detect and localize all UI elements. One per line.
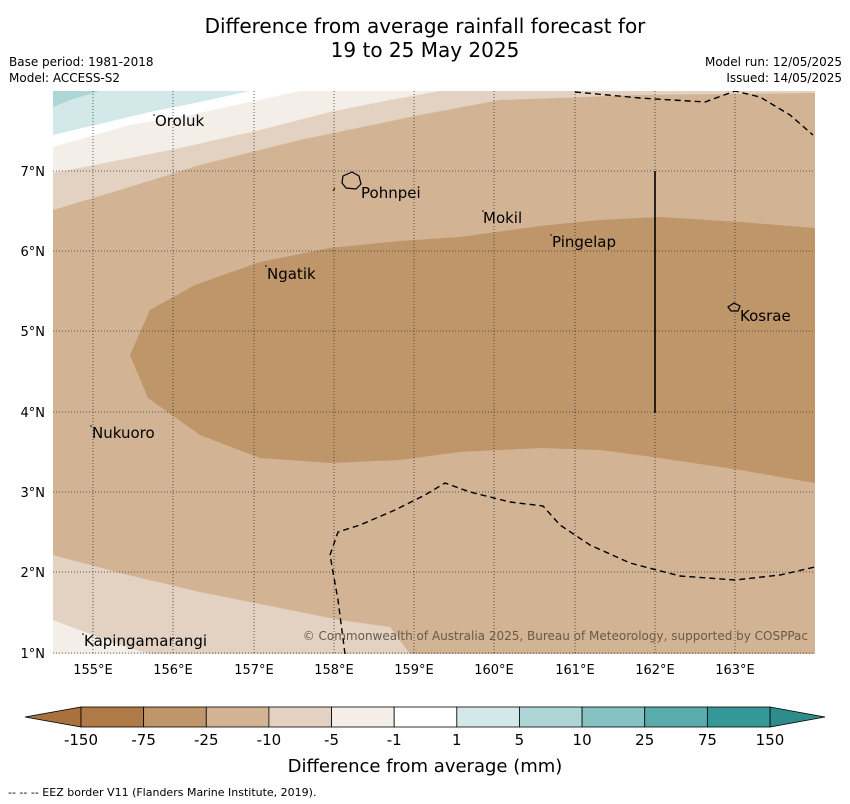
colorbar-bin	[80, 706, 145, 728]
colorbar-bin	[331, 706, 395, 728]
lon-label-156e: 156°E	[153, 663, 193, 678]
pohnpei-islet-icon	[332, 187, 336, 192]
lon-label-159e: 159°E	[394, 663, 434, 678]
colorbar-bin	[644, 706, 708, 728]
colorbar-bin	[393, 706, 458, 728]
map-title-line-2: 19 to 25 May 2025	[330, 38, 520, 62]
base-period-label: Base period: 1981-2018	[9, 55, 154, 69]
lon-label-157e: 157°E	[234, 663, 274, 678]
colorbar-low-extension	[24, 706, 82, 728]
kosrae-island-icon	[727, 302, 741, 312]
band-minus25-to-minus10-south	[53, 555, 410, 654]
band-minus150-to-minus75	[130, 217, 815, 483]
colorbar-tick-label: -75	[131, 731, 156, 749]
model-run-label: Model run: 12/05/2025	[704, 55, 842, 69]
colorbar-tick-label: -1	[387, 731, 402, 749]
place-label-mokil: Mokil	[483, 209, 522, 227]
model-label: Model: ACCESS-S2	[9, 71, 121, 85]
colorbar: -150 -75 -25 -10 -5 -1 1 5 10 25 75 150	[24, 706, 826, 749]
colorbar-tick-label: -5	[324, 731, 339, 749]
colorbar-bin	[143, 706, 207, 728]
eez-footnote: -- -- -- EEZ border V11 (Flanders Marine…	[8, 786, 317, 799]
lat-label-6n: 6°N	[21, 245, 46, 260]
lat-label-2n: 2°N	[21, 566, 46, 581]
lon-label-158e: 158°E	[314, 663, 354, 678]
colorbar-bin	[519, 706, 583, 728]
place-label-kosrae: Kosrae	[740, 307, 791, 325]
colorbar-title: Difference from average (mm)	[288, 756, 563, 777]
colorbar-high-extension	[769, 706, 826, 728]
band-plus1-to-plus5-north	[53, 91, 250, 135]
rainfall-map	[53, 91, 815, 654]
lat-label-7n: 7°N	[21, 165, 46, 180]
lat-gridlines	[53, 170, 815, 654]
colorbar-bin	[706, 706, 771, 728]
lon-label-162e: 162°E	[635, 663, 675, 678]
lon-label-160e: 160°E	[474, 663, 514, 678]
lat-label-1n: 1°N	[21, 647, 46, 662]
colorbar-tick-label: 150	[756, 731, 785, 749]
eez-border-north	[574, 91, 814, 136]
place-label-kapingamarangi: Kapingamarangi	[84, 632, 207, 650]
eez-border-south	[329, 482, 815, 654]
colorbar-bin	[205, 706, 270, 728]
map-title-line-1: Difference from average rainfall forecas…	[204, 14, 646, 38]
band-minus10-to-minus5-south	[53, 620, 150, 654]
place-label-nukuoro: Nukuoro	[92, 424, 155, 442]
place-label-pingelap: Pingelap	[552, 233, 616, 251]
copyright-notice: © Commonwealth of Australia 2025, Bureau…	[303, 629, 808, 643]
colorbar-tick-label: 75	[698, 731, 717, 749]
colorbar-tick-label: 25	[635, 731, 654, 749]
band-plus5-to-plus10-north	[53, 91, 100, 107]
issued-label: Issued: 14/05/2025	[726, 71, 842, 85]
lon-label-161e: 161°E	[555, 663, 595, 678]
colorbar-tick-label: 5	[515, 731, 525, 749]
place-label-ngatik: Ngatik	[267, 265, 316, 283]
lat-label-3n: 3°N	[21, 486, 46, 501]
lat-label-4n: 4°N	[21, 406, 46, 421]
atoll-markers	[82, 114, 552, 635]
lat-label-5n: 5°N	[21, 325, 46, 340]
lon-label-163e: 163°E	[715, 663, 755, 678]
colorbar-bin	[581, 706, 646, 728]
colorbar-tick-label: 1	[452, 731, 462, 749]
place-label-pohnpei: Pohnpei	[361, 184, 421, 202]
colorbar-tick-label: -10	[257, 731, 282, 749]
colorbar-tick-label: -150	[64, 731, 98, 749]
pohnpei-island-icon	[341, 171, 362, 190]
lon-label-155e: 155°E	[73, 663, 113, 678]
colorbar-tick-label: -25	[194, 731, 219, 749]
colorbar-bin	[456, 706, 520, 728]
colorbar-bin	[268, 706, 332, 728]
colorbar-tick-label: 10	[573, 731, 592, 749]
place-label-oroluk: Oroluk	[155, 112, 204, 130]
